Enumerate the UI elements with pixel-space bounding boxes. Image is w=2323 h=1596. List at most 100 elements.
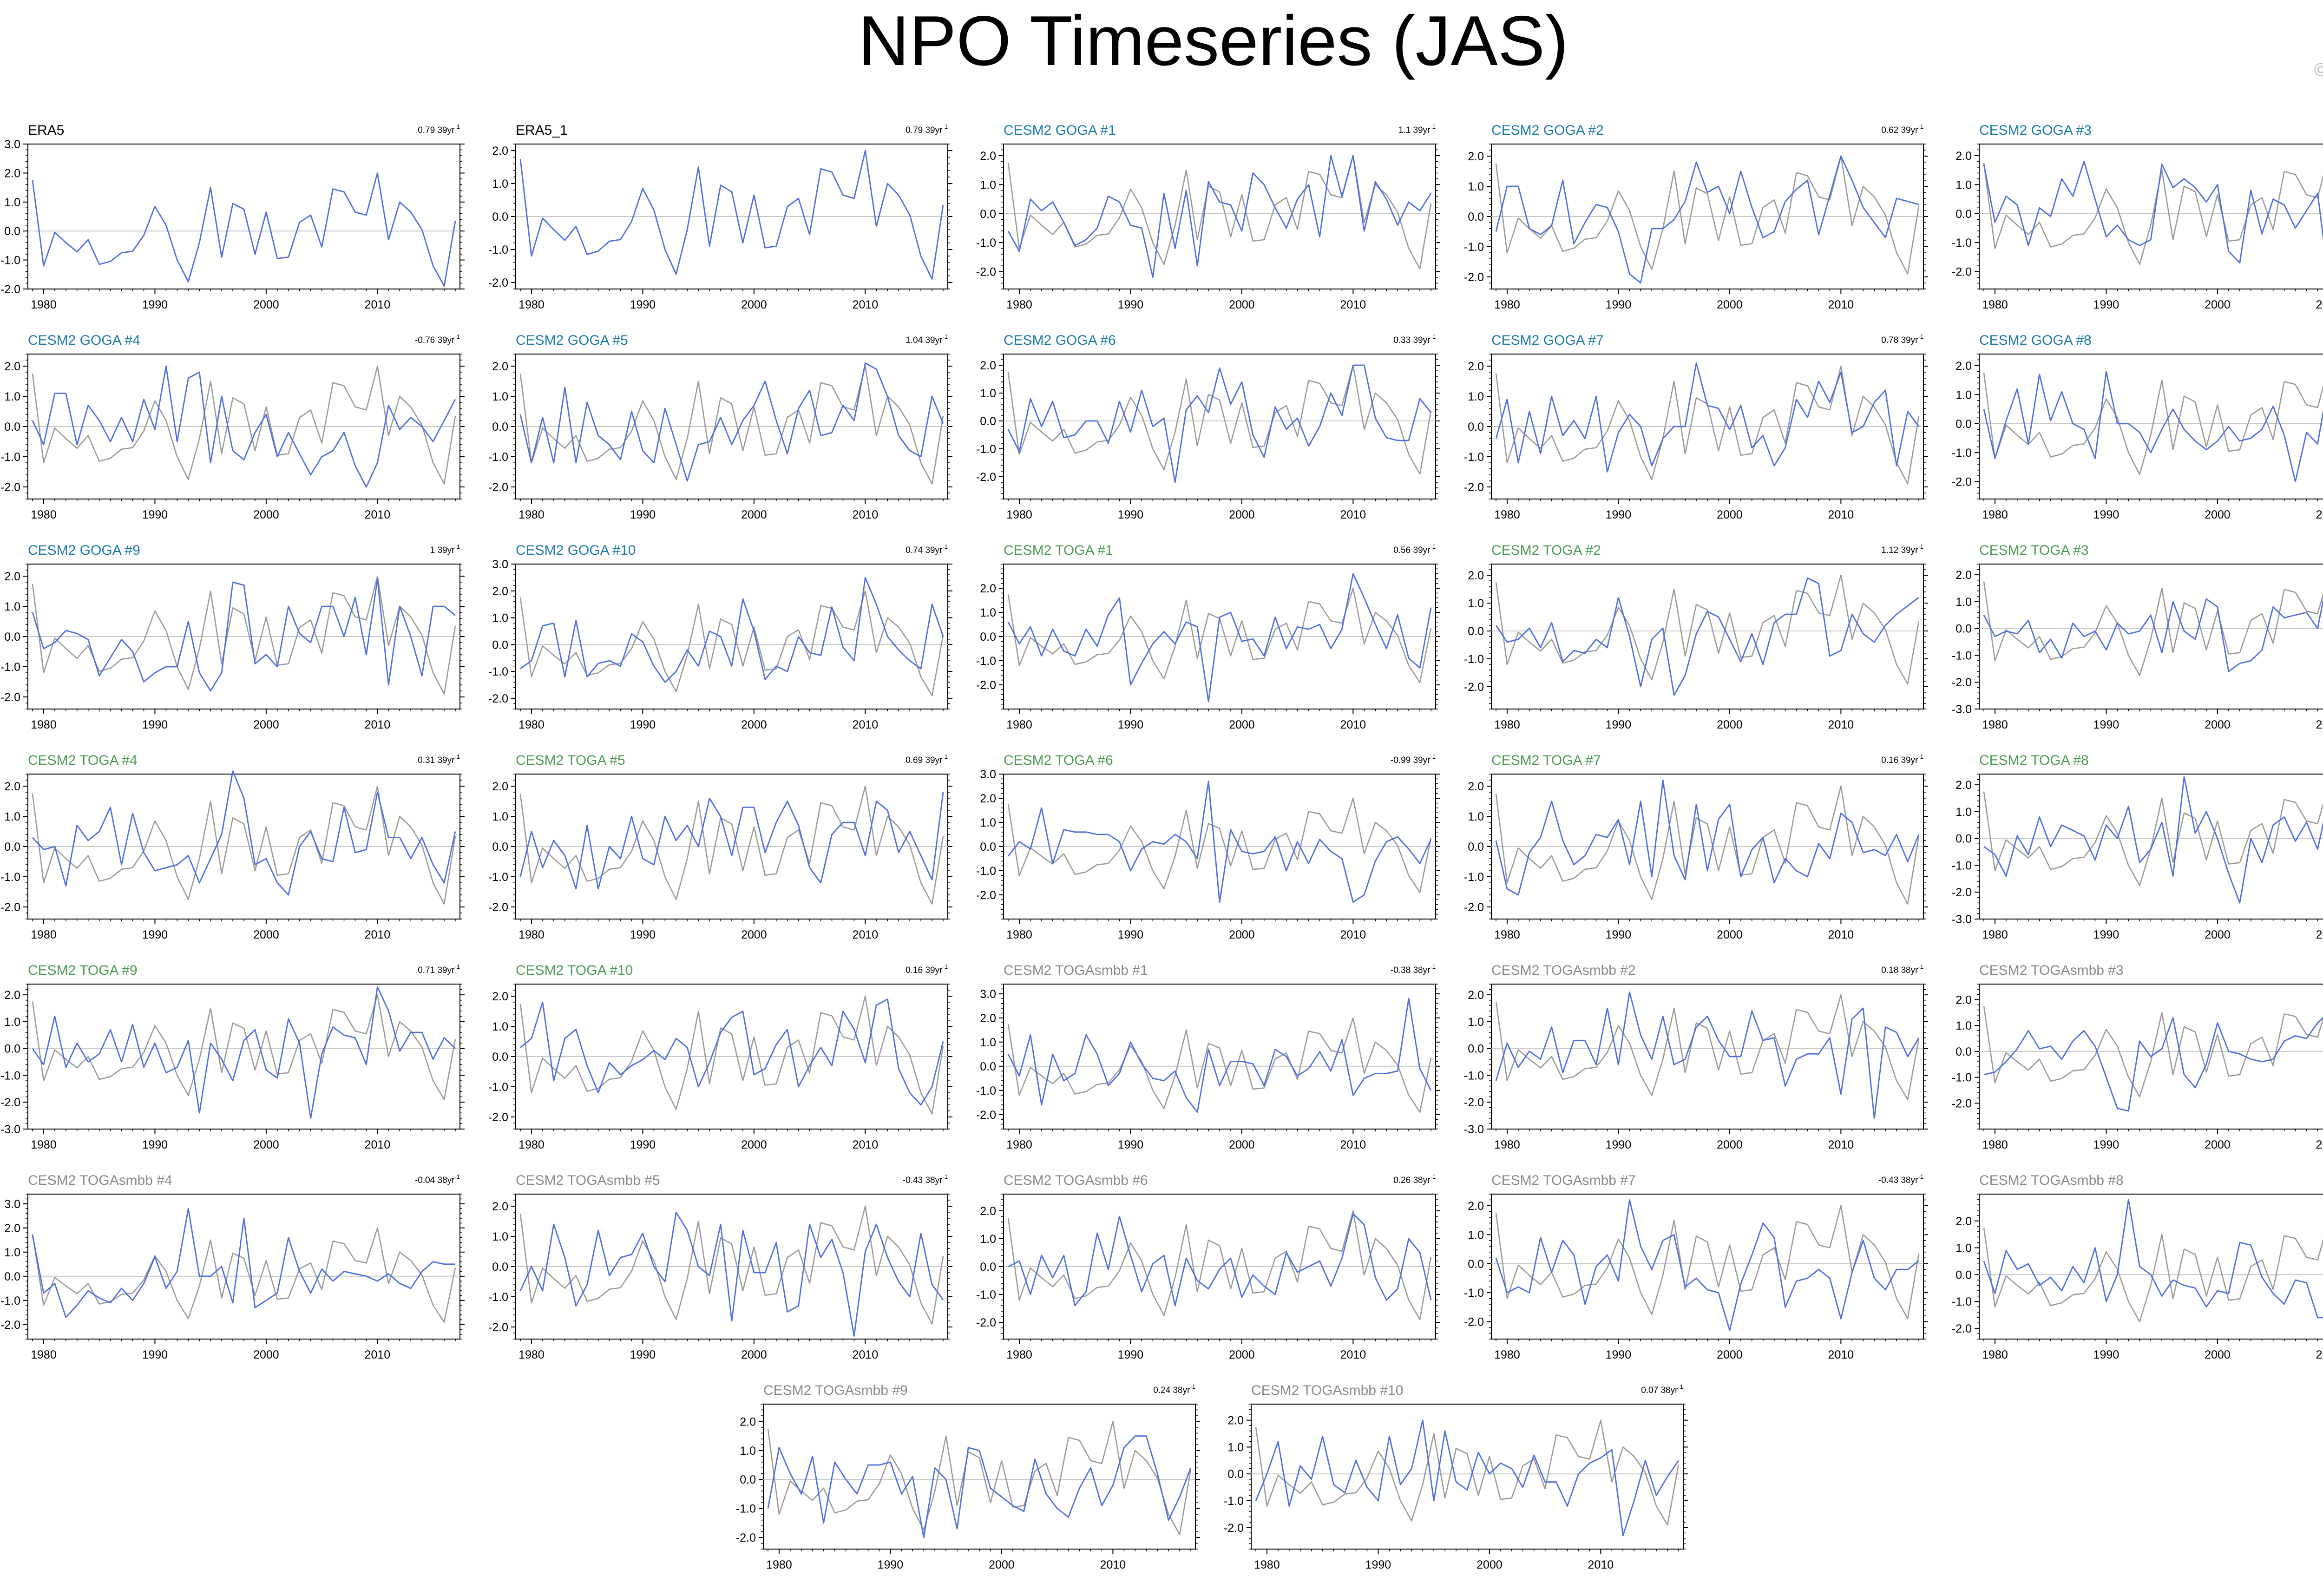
obs-overlay-line bbox=[1495, 785, 1920, 905]
y-tick-label: 2.0 bbox=[1468, 569, 1484, 582]
trend-label: -0.38 38yr-1 bbox=[1391, 963, 1436, 975]
x-tick-label: 2000 bbox=[1229, 508, 1255, 521]
panel-frame bbox=[1979, 1194, 2323, 1340]
y-tick-label: 1.0 bbox=[1227, 1441, 1244, 1454]
y-tick-label: 0.0 bbox=[740, 1473, 756, 1486]
trend-exponent: -1 bbox=[942, 333, 948, 340]
panel-frame bbox=[1251, 1404, 1684, 1550]
x-tick-label: 2000 bbox=[2205, 298, 2231, 311]
x-tick-label: 1990 bbox=[630, 718, 656, 731]
panel-title: CESM2 TOGAsmbb #5 bbox=[516, 1173, 660, 1188]
trend-value: 0.56 39yr bbox=[1393, 545, 1431, 555]
y-tick-label: 2.0 bbox=[1956, 779, 1972, 792]
trend-value: 0.07 38yr bbox=[1641, 1386, 1678, 1395]
y-tick-label: 0.0 bbox=[492, 1051, 508, 1064]
x-tick-label: 1990 bbox=[142, 928, 168, 941]
y-tick-label: 1.0 bbox=[4, 390, 20, 403]
trend-value: 0.79 39yr bbox=[906, 125, 943, 135]
x-tick-label: 1980 bbox=[1006, 928, 1032, 941]
obs-overlay-line bbox=[1983, 791, 2323, 887]
panel-frame bbox=[763, 1404, 1196, 1550]
x-tick-label: 1980 bbox=[1254, 1558, 1280, 1571]
panel-title: CESM2 TOGAsmbb #6 bbox=[1004, 1173, 1148, 1188]
y-tick-label: 2.0 bbox=[4, 989, 20, 1002]
x-tick-label: 1990 bbox=[630, 928, 656, 941]
trend-label: -0.99 39yr-1 bbox=[1391, 753, 1436, 765]
series-line bbox=[1983, 160, 2323, 264]
series-line bbox=[1983, 371, 2323, 482]
trend-exponent: -1 bbox=[1430, 333, 1436, 340]
trend-exponent: -1 bbox=[1430, 963, 1436, 970]
x-tick-label: 2010 bbox=[365, 298, 391, 311]
y-tick-label: -2.0 bbox=[1464, 481, 1484, 494]
chart-panel: CESM2 TOGA #10 0.16 39yr-1 2.0 1.0 0.0 -1.0 -2… bbox=[488, 963, 952, 1151]
y-tick-label: -2.0 bbox=[1464, 1316, 1484, 1329]
y-tick-label: 2.0 bbox=[1956, 360, 1972, 373]
panel-title: CESM2 TOGA #4 bbox=[28, 753, 138, 768]
series-line bbox=[1495, 779, 1920, 896]
chart-panel: CESM2 GOGA #9 1 39yr-1 2.0 1.0 0.0 -1.0 -2.0 19… bbox=[0, 543, 465, 731]
obs-overlay-line bbox=[1495, 1205, 1920, 1320]
trend-value: -0.43 38yr bbox=[1878, 1176, 1918, 1185]
panel-title: CESM2 GOGA #7 bbox=[1491, 333, 1604, 348]
x-tick-label: 2000 bbox=[253, 298, 279, 311]
series-line bbox=[519, 792, 944, 890]
y-tick-label: 2.0 bbox=[492, 780, 508, 793]
x-tick-label: 2010 bbox=[853, 1138, 879, 1151]
chart-panel: CESM2 TOGAsmbb #31.42 38yr-12.01.00.0-1.… bbox=[1952, 963, 2323, 1151]
x-tick-label: 1980 bbox=[31, 718, 57, 731]
x-tick-label: 1990 bbox=[630, 1138, 656, 1151]
x-tick-label: 1990 bbox=[2093, 1138, 2120, 1151]
y-tick-label: -1.0 bbox=[1952, 649, 1972, 662]
y-tick-label: -1.0 bbox=[1952, 447, 1972, 460]
trend-label: 0.26 38yr-1 bbox=[1393, 1173, 1436, 1185]
y-tick-label: 1.0 bbox=[1956, 596, 1972, 609]
obs-overlay-line bbox=[1007, 155, 1432, 269]
panel-title: CESM2 TOGAsmbb #2 bbox=[1491, 963, 1636, 978]
y-tick-label: 2.0 bbox=[1956, 993, 1972, 1006]
obs-overlay-line bbox=[32, 365, 456, 485]
x-tick-label: 1980 bbox=[1982, 1138, 2008, 1151]
y-tick-label: 2.0 bbox=[4, 1222, 20, 1235]
panel-title: CESM2 TOGA #8 bbox=[1979, 753, 2089, 768]
trend-label: 0.62 39yr-1 bbox=[1881, 123, 1923, 135]
x-tick-label: 1990 bbox=[1118, 1348, 1144, 1361]
y-tick-label: -1.0 bbox=[1952, 1295, 1972, 1308]
chart-panel: CESM2 TOGAsmbb #10 0.07 38yr-1 2.0 1.0 0.0 -1… bbox=[1224, 1383, 1688, 1571]
y-tick-label: 1.0 bbox=[492, 390, 508, 403]
y-tick-label: 0.0 bbox=[1956, 623, 1972, 636]
trend-value: -0.76 39yr bbox=[415, 335, 455, 345]
series-line bbox=[1495, 362, 1920, 473]
y-tick-label: 1.0 bbox=[492, 1020, 508, 1033]
x-tick-label: 1980 bbox=[31, 1348, 57, 1361]
series-line bbox=[519, 1211, 944, 1337]
obs-overlay-line bbox=[1495, 155, 1920, 275]
x-tick-label: 2010 bbox=[1828, 298, 1854, 311]
y-tick-label: -2.0 bbox=[488, 276, 508, 289]
chart-panel: CESM2 TOGA #30.56 39yr-12.01.00.0-1.0-2.… bbox=[1952, 543, 2323, 731]
y-tick-label: 0.0 bbox=[492, 1261, 508, 1274]
x-tick-label: 2000 bbox=[741, 718, 767, 731]
x-tick-label: 2000 bbox=[1229, 718, 1255, 731]
series-line bbox=[520, 998, 944, 1106]
chart-panel: CESM2 TOGA #1 0.56 39yr-1 2.0 1.0 0.0 -1.0 -2.… bbox=[976, 543, 1440, 731]
trend-label: 1 39yr-1 bbox=[430, 543, 460, 555]
x-tick-label: 1980 bbox=[1982, 298, 2008, 311]
y-tick-label: -1.0 bbox=[1464, 241, 1484, 254]
obs-overlay-line bbox=[1007, 1210, 1432, 1320]
x-tick-label: 2010 bbox=[1340, 298, 1366, 311]
y-tick-label: 0.0 bbox=[1956, 208, 1972, 221]
y-tick-label: -1.0 bbox=[976, 443, 996, 456]
trend-label: 0.33 39yr-1 bbox=[1393, 333, 1436, 345]
panel-title: CESM2 GOGA #10 bbox=[516, 543, 636, 558]
trend-exponent: -1 bbox=[454, 123, 460, 130]
chart-panel: CESM2 TOGAsmbb #6 0.26 38yr-1 2.0 1.0 0.0 -1.… bbox=[976, 1173, 1440, 1361]
x-tick-label: 1980 bbox=[1982, 928, 2008, 941]
obs-overlay-line bbox=[519, 590, 944, 696]
y-tick-label: 2.0 bbox=[1468, 780, 1484, 793]
y-tick-label: -2.0 bbox=[1952, 1322, 1972, 1335]
series-line bbox=[1007, 781, 1432, 903]
x-tick-label: 2010 bbox=[853, 508, 879, 521]
x-tick-label: 1980 bbox=[1494, 1138, 1520, 1151]
chart-panel: ERA5_1 0.79 39yr-1 2.0 1.0 0.0 -1.0 -2.0 1980 19… bbox=[488, 123, 952, 311]
